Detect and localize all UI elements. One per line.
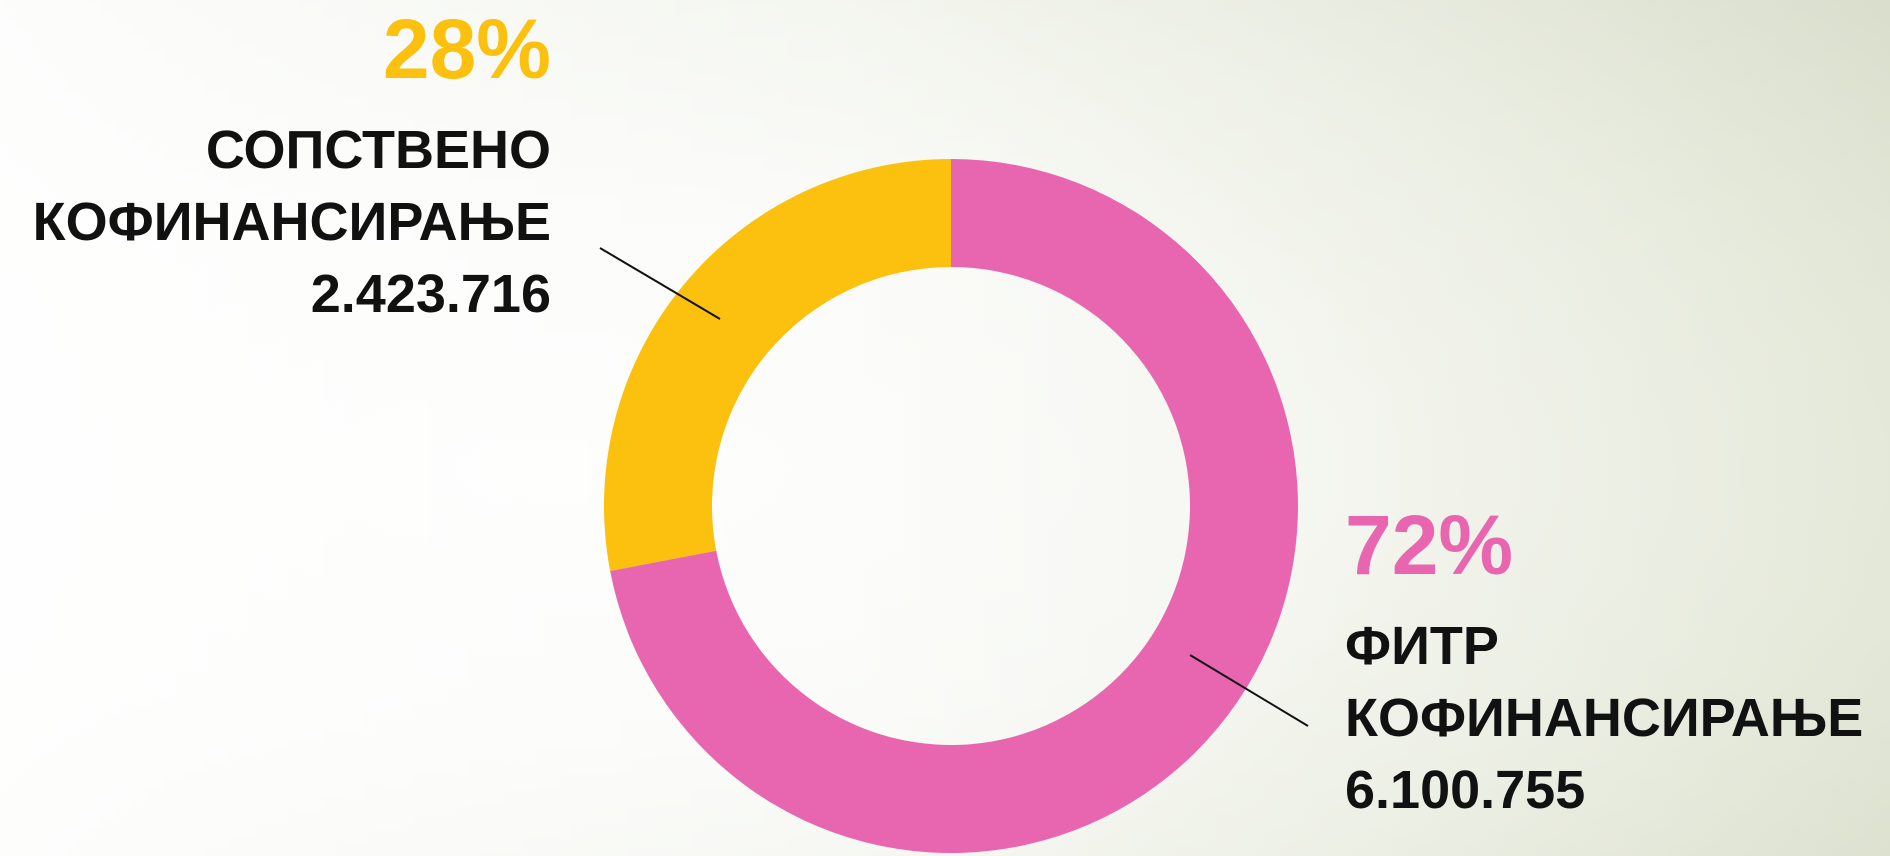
slice-label: 28% СОПСТВЕНО КОФИНАНСИРАЊЕ 2.423.716 xyxy=(33,4,551,330)
percent-label: 28% xyxy=(33,4,551,94)
amount-label: 2.423.716 xyxy=(33,258,551,330)
percent-label: 72% xyxy=(1345,500,1863,590)
category-label: СОПСТВЕНО КОФИНАНСИРАЊЕ xyxy=(33,114,551,258)
slice-label: 72% ФИТР КОФИНАНСИРАЊЕ 6.100.755 xyxy=(1345,500,1863,826)
page: 28% СОПСТВЕНО КОФИНАНСИРАЊЕ 2.423.716 72… xyxy=(0,0,1890,856)
slice xyxy=(604,159,951,571)
amount-label: 6.100.755 xyxy=(1345,754,1863,826)
category-label: ФИТР КОФИНАНСИРАЊЕ xyxy=(1345,610,1863,754)
